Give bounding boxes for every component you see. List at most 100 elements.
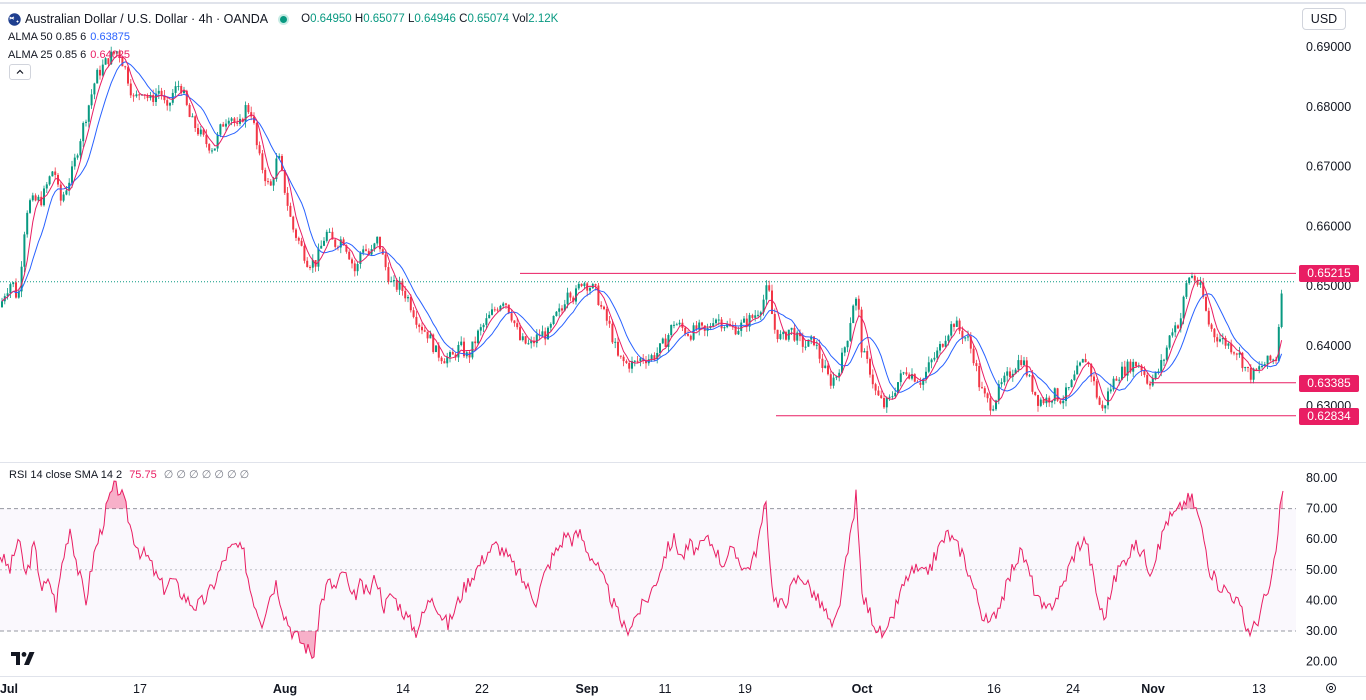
legend-collapse-button[interactable]: [9, 64, 31, 80]
candle-body: [124, 66, 127, 68]
candle-body: [1, 301, 3, 308]
candle-body: [1143, 370, 1146, 375]
candle-body: [631, 361, 633, 369]
candle-body: [768, 285, 771, 291]
candle-body: [269, 181, 272, 186]
candle-body: [317, 248, 320, 267]
symbol-title[interactable]: Australian Dollar / U.S. Dollar · 4h · O…: [25, 12, 269, 26]
candle-body: [930, 359, 933, 363]
alma50-legend[interactable]: ALMA 50 0.85 6 0.63875: [8, 28, 558, 46]
rsi-pane[interactable]: 80.00 70.00 60.00 50.00 40.00 30.00 20.00: [0, 462, 1366, 676]
candle-body: [488, 314, 491, 319]
volume-label: Vol: [512, 13, 529, 25]
candlestick-series[interactable]: [1, 46, 1283, 415]
candle-body: [533, 340, 535, 344]
rsi-name: RSI 14 close SMA 14 2: [9, 469, 123, 481]
price-chart[interactable]: 0.69000 0.68000 0.67000 0.66000 0.65000 0.640…: [0, 0, 1366, 462]
candle-body: [1210, 324, 1213, 329]
candle-body: [981, 387, 983, 389]
candle-body: [625, 361, 628, 364]
candle-body: [1137, 365, 1140, 367]
candle-body: [535, 334, 538, 344]
candle-body: [362, 249, 365, 253]
candle-body: [645, 360, 647, 364]
rsi-zone-fill: [1184, 493, 1196, 509]
candle-body: [437, 345, 440, 358]
candle-body: [603, 306, 605, 310]
candle-body: [373, 243, 376, 250]
candle-body: [79, 141, 82, 156]
alma50-name: ALMA 50 0.85 6: [8, 31, 87, 43]
candle-body: [236, 122, 239, 124]
volume-value: 2.12K: [528, 13, 559, 25]
price-tick-label: 0.68000: [1306, 100, 1351, 114]
tradingview-logo-icon[interactable]: [11, 652, 35, 666]
candle-body: [1154, 372, 1157, 379]
candle-body: [1076, 365, 1079, 375]
candle-body: [986, 393, 989, 399]
candle-body: [978, 365, 981, 388]
candle-body: [320, 245, 323, 249]
candle-body: [1093, 376, 1095, 382]
candle-body: [62, 194, 65, 201]
candle-body: [1006, 371, 1009, 376]
candle-body: [34, 195, 37, 201]
candle-body: [555, 311, 558, 316]
candle-body: [575, 288, 577, 302]
candle-body: [972, 348, 975, 364]
candle-body: [911, 374, 913, 379]
low-label: L: [407, 13, 415, 25]
candle-body: [899, 373, 902, 383]
candle-body: [1140, 365, 1143, 371]
candle-body: [678, 322, 681, 325]
candle-body: [505, 303, 507, 305]
candle-body: [225, 123, 227, 127]
candle-body: [675, 324, 678, 326]
candle-body: [404, 290, 407, 299]
candle-body: [325, 231, 328, 241]
candle-body: [549, 324, 552, 328]
candle-body: [432, 334, 435, 353]
candle-body: [759, 312, 762, 315]
candle-body: [241, 118, 244, 122]
candle-body: [563, 304, 566, 311]
candle-body: [950, 324, 953, 336]
candle-body: [1241, 352, 1244, 369]
candle-body: [1067, 387, 1070, 389]
candle-body: [1132, 361, 1135, 372]
candle-body: [779, 334, 782, 340]
ohlc-values: O0.64950 H0.65077 L0.64946 C0.65074 Vol2…: [301, 13, 558, 25]
candle-body: [157, 90, 160, 94]
time-tick-label: 13: [1252, 682, 1266, 696]
candle-body: [132, 95, 135, 97]
candle-body: [443, 361, 446, 364]
candle-body: [227, 120, 230, 124]
time-tick-label: 24: [1066, 682, 1080, 696]
candle-body: [1266, 355, 1269, 365]
candle-body: [941, 344, 944, 347]
currency-select[interactable]: USD: [1302, 8, 1346, 30]
high-label: H: [354, 13, 364, 25]
candle-body: [1037, 395, 1039, 406]
candle-body: [838, 372, 841, 377]
rsi-legend[interactable]: RSI 14 close SMA 14 2 75.75 ∅ ∅ ∅ ∅ ∅ ∅ …: [9, 468, 249, 481]
time-tick-label: 17: [133, 682, 147, 696]
candle-body: [496, 309, 499, 311]
candle-body: [824, 365, 827, 368]
candle-body: [351, 259, 353, 264]
candle-body: [1129, 361, 1132, 372]
candle-body: [843, 347, 846, 353]
time-axis[interactable]: Jul 17 Aug 14 22 Sep 11 19 Oct 16 24 Nov 13: [0, 676, 1366, 700]
candle-body: [888, 396, 891, 398]
candle-body: [1090, 364, 1093, 377]
alma25-legend[interactable]: ALMA 25 0.85 6 0.64025: [8, 46, 558, 64]
candle-body: [96, 69, 99, 84]
candle-body: [211, 150, 213, 152]
rsi-axis[interactable]: 80.00 70.00 60.00 50.00 40.00 30.00 20.00: [1306, 471, 1337, 669]
candle-body: [566, 292, 569, 305]
gear-icon[interactable]: [1326, 683, 1336, 693]
candle-body: [1101, 404, 1104, 409]
price-axis[interactable]: 0.69000 0.68000 0.67000 0.66000 0.65000 0.640…: [1306, 40, 1351, 413]
candle-body: [482, 324, 485, 328]
candle-body: [213, 148, 216, 151]
